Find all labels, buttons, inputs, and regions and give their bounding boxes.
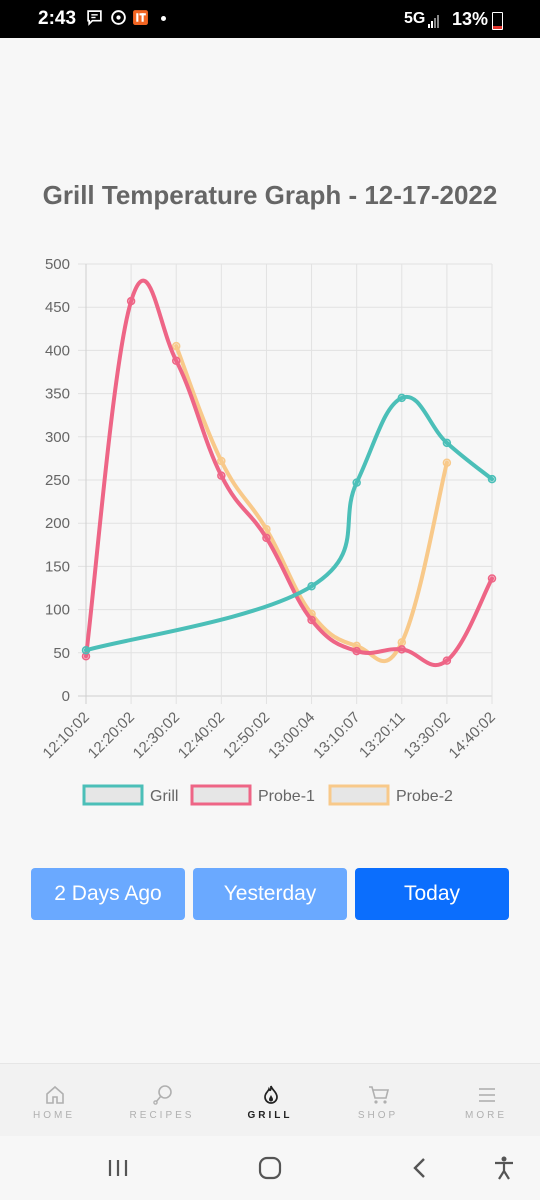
two-days-ago-button[interactable]: 2 Days Ago: [31, 868, 185, 920]
y-tick-label: 400: [45, 342, 70, 359]
data-point: [307, 582, 316, 591]
data-point: [352, 478, 361, 487]
x-tick-label: 12:20:02: [85, 709, 138, 762]
nav-shop-label: SHOP: [357, 1110, 399, 1121]
nav-more-label: MORE: [465, 1110, 507, 1121]
menu-icon: [479, 1088, 495, 1102]
nav-recipes[interactable]: RECIPES: [108, 1064, 216, 1137]
battery-icon: [492, 12, 503, 30]
home-icon: [46, 1085, 64, 1104]
legend-swatch-probe-2: [328, 784, 390, 806]
page-title: Grill Temperature Graph - 12-17-2022: [42, 180, 498, 210]
data-point: [307, 615, 316, 625]
y-tick-label: 350: [45, 386, 70, 403]
x-tick-label: 12:30:02: [130, 709, 183, 762]
legend-label-probe-1: Probe-1: [258, 788, 315, 805]
y-tick-label: 300: [45, 429, 70, 446]
data-point: [126, 296, 136, 306]
status-time: 2:43: [38, 8, 77, 29]
series-line-grill: [84, 394, 494, 653]
temperature-chart: 0 50 100 150 200 250 300 350 400 450 500 12:10:02 12…: [0, 240, 540, 830]
back-icon[interactable]: [406, 1154, 434, 1182]
y-tick-label: 250: [45, 472, 70, 489]
x-tick-label: 13:00:04: [265, 709, 318, 762]
x-tick-label: 13:30:02: [400, 709, 453, 762]
today-button[interactable]: Today: [355, 868, 509, 920]
y-tick-label: 500: [45, 256, 70, 273]
data-point: [397, 393, 407, 403]
x-tick-label: 13:10:07: [310, 709, 363, 762]
data-point: [217, 471, 226, 480]
y-tick-label: 0: [62, 688, 70, 705]
nav-shop[interactable]: SHOP: [324, 1064, 432, 1137]
x-tick-label: 12:10:02: [40, 709, 93, 762]
data-point: [217, 456, 226, 466]
data-point: [487, 574, 497, 583]
home-button-icon[interactable]: [256, 1154, 284, 1182]
chart-svg: 05010015020025030035040045050012:10:0212…: [40, 256, 499, 806]
nav-grill[interactable]: GRILL: [216, 1064, 324, 1137]
drumstick-icon: [153, 1085, 172, 1105]
recent-apps-icon[interactable]: [104, 1154, 132, 1182]
legend-label-grill: Grill: [150, 788, 178, 805]
data-point: [442, 656, 452, 665]
data-point: [81, 652, 91, 661]
app-icon: [133, 10, 148, 25]
y-tick-label: 450: [45, 299, 70, 316]
nav-more[interactable]: MORE: [432, 1064, 540, 1137]
data-point: [397, 638, 407, 647]
y-tick-label: 150: [45, 558, 70, 575]
data-point: [442, 458, 452, 467]
data-point: [487, 474, 497, 484]
data-point: [171, 341, 181, 351]
network-label: 5G: [404, 10, 426, 27]
series-line-probe-1: [84, 278, 494, 668]
message-icon: [87, 10, 102, 26]
system-nav-bar: [0, 1136, 540, 1200]
battery-percent: 13%: [452, 9, 489, 29]
status-bar: 2:43 5G 13%: [0, 0, 540, 38]
data-point: [442, 438, 452, 448]
data-point: [81, 645, 91, 655]
x-tick-label: 13:20:11: [356, 709, 409, 762]
x-tick-label: 14:40:02: [446, 709, 499, 762]
x-tick-label: 12:40:02: [175, 709, 228, 762]
data-point: [352, 646, 361, 656]
legend-label-probe-2: Probe-2: [396, 788, 453, 805]
y-tick-label: 200: [45, 515, 70, 532]
data-point: [262, 533, 271, 543]
data-point: [397, 645, 407, 654]
notification-dot: [161, 16, 166, 21]
y-tick-label: 50: [53, 645, 70, 662]
legend-swatch-probe-1: [190, 784, 252, 806]
yesterday-button[interactable]: Yesterday: [193, 868, 347, 920]
y-tick-label: 100: [45, 602, 70, 619]
legend-swatch-grill: [82, 784, 144, 806]
sync-icon: [111, 10, 126, 25]
data-point: [171, 356, 181, 366]
bottom-nav: HOME RECIPES GRILL SHOP MORE: [0, 1063, 540, 1137]
flame-icon: [264, 1085, 278, 1104]
nav-recipes-label: RECIPES: [129, 1110, 195, 1121]
cart-icon: [369, 1086, 390, 1104]
signal-icon: [428, 15, 439, 28]
x-tick-label: 12:50:02: [220, 709, 273, 762]
nav-home[interactable]: HOME: [0, 1064, 108, 1137]
accessibility-icon[interactable]: [490, 1154, 518, 1182]
nav-home-label: HOME: [33, 1110, 75, 1121]
nav-grill-label: GRILL: [247, 1110, 293, 1121]
